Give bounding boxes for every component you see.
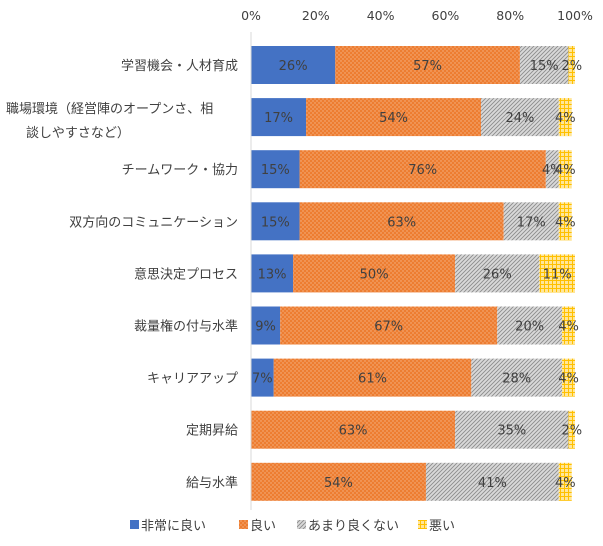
legend: 非常に良い 良い あまり良くない 悪い xyxy=(130,518,455,534)
bar-segment xyxy=(251,202,300,241)
data-label: 17% xyxy=(517,215,546,230)
bar-segment xyxy=(251,46,336,84)
data-label: 4% xyxy=(555,163,576,178)
bar-segment xyxy=(545,150,559,189)
data-label: 61% xyxy=(358,372,387,387)
legend-swatch xyxy=(130,520,139,529)
data-label: 76% xyxy=(408,163,437,178)
x-tick-label: 80% xyxy=(496,8,524,23)
data-label: 2% xyxy=(561,59,582,74)
legend-swatch xyxy=(418,520,427,529)
legend-label: 非常に良い xyxy=(141,518,206,534)
data-label: 4% xyxy=(555,111,576,126)
legend-swatch xyxy=(297,520,306,529)
category-label: 裁量権の付与水準 xyxy=(134,319,238,335)
category-label-line-1: 職場環境（経営陣のオープンさ、相 xyxy=(6,102,213,117)
bar-segment xyxy=(306,98,482,137)
data-label: 15% xyxy=(261,163,290,178)
data-label: 15% xyxy=(261,215,290,230)
data-label: 28% xyxy=(502,372,531,387)
bar-segment xyxy=(299,150,546,189)
data-label: 4% xyxy=(555,215,576,230)
data-label: 17% xyxy=(264,111,293,126)
bar-segment xyxy=(568,410,575,449)
data-label: 50% xyxy=(360,267,389,282)
bar-segment xyxy=(251,150,300,189)
bar-segment xyxy=(558,150,572,189)
data-label: 9% xyxy=(255,320,276,335)
x-tick-label: 100% xyxy=(557,8,593,23)
bar-segment xyxy=(251,306,281,345)
bar-segment xyxy=(558,462,572,501)
data-label: 4% xyxy=(558,320,579,335)
data-label: 15% xyxy=(530,59,559,74)
bar-segment xyxy=(558,98,572,137)
legend-swatch xyxy=(239,520,248,529)
category-label-line-2: 談しやすさなど） xyxy=(26,125,130,141)
data-label: 13% xyxy=(258,267,287,282)
category-label: キャリアアップ xyxy=(147,372,238,387)
category-label: 意思決定プロセス xyxy=(134,266,238,282)
bar-segment xyxy=(558,202,572,241)
bar-segment xyxy=(251,462,426,501)
data-label: 20% xyxy=(515,320,544,335)
data-label: 4% xyxy=(542,163,563,178)
category-label: 給与水準 xyxy=(186,475,238,491)
x-tick-label: 20% xyxy=(302,8,330,23)
bar-segment xyxy=(568,46,575,84)
bars: 26% 57% 15% 2%17% 54% 24% 4%15% 76% 4%4%15% 63% 17… xyxy=(251,46,582,501)
bar-segment xyxy=(251,358,274,397)
bar-segment xyxy=(273,358,472,397)
data-label: 2% xyxy=(561,424,582,439)
bar-segment xyxy=(425,462,559,501)
data-label: 67% xyxy=(374,320,403,335)
bar-segment xyxy=(481,98,559,137)
bar-segment xyxy=(280,306,498,345)
x-tick-label: 40% xyxy=(367,8,395,23)
category-label: チームワーク・協力 xyxy=(122,163,238,178)
data-label: 54% xyxy=(379,111,408,126)
data-label: 4% xyxy=(555,476,576,491)
data-label: 63% xyxy=(387,215,416,230)
x-tick-label: 0% xyxy=(241,8,261,23)
data-label: 57% xyxy=(413,59,442,74)
data-label: 35% xyxy=(497,424,526,439)
data-label: 63% xyxy=(339,424,368,439)
data-label: 11% xyxy=(543,267,572,282)
data-label: 24% xyxy=(505,111,534,126)
legend-label: 悪い xyxy=(429,519,455,534)
bar-segment xyxy=(251,98,307,137)
bar-segment xyxy=(503,202,559,241)
bar-segment xyxy=(539,254,575,293)
bar-segment xyxy=(562,358,575,397)
data-label: 26% xyxy=(483,267,512,282)
data-label: 7% xyxy=(252,372,273,387)
x-tick-label: 60% xyxy=(432,8,460,23)
bar-segment xyxy=(519,46,569,84)
legend-label: 良い xyxy=(250,518,276,534)
bar-segment xyxy=(335,46,520,84)
bar-segment xyxy=(471,358,563,397)
data-label: 4% xyxy=(558,372,579,387)
bar-segment xyxy=(497,306,563,345)
category-label: 双方向のコミュニケーション xyxy=(69,214,238,230)
bar-segment xyxy=(562,306,575,345)
category-label: 学習機会・人材育成 xyxy=(121,58,238,74)
bar-segment xyxy=(455,254,540,293)
data-label: 54% xyxy=(324,476,353,491)
bar-segment xyxy=(293,254,456,293)
bar-segment xyxy=(251,254,294,293)
bar-segment xyxy=(251,410,456,449)
data-label: 41% xyxy=(478,476,507,491)
x-axis-tick-labels: 0% 20% 40% 60% 80% 100% xyxy=(241,8,593,23)
bar-segment xyxy=(299,202,504,241)
bar-segment xyxy=(455,410,569,449)
category-label: 定期昇給 xyxy=(186,424,238,439)
legend-label: あまり良くない xyxy=(308,518,399,534)
data-label: 26% xyxy=(279,59,308,74)
